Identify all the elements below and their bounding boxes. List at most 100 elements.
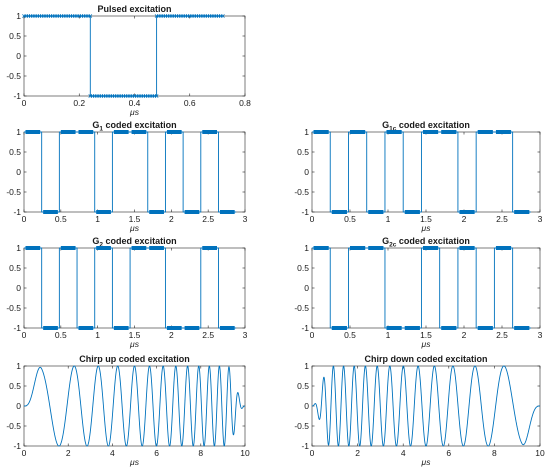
chart-title: G1 coded excitation [92, 120, 176, 133]
title-main: G [382, 120, 389, 130]
series-line [311, 365, 541, 447]
chart-title: Pulsed excitation [97, 4, 171, 14]
title-main: G [382, 236, 389, 246]
chart-title: G2 coded excitation [92, 236, 176, 249]
y-tick-label: -0.5 [6, 303, 21, 313]
x-tick-label: 1 [386, 214, 391, 224]
series-line [24, 131, 237, 213]
x-tick-label: 1.5 [129, 330, 141, 340]
axes-frame [23, 15, 246, 97]
series-line [23, 365, 246, 447]
x-tick-label: 2 [355, 448, 360, 458]
x-tick-label: 3 [243, 214, 248, 224]
y-tick-label: 0 [304, 283, 309, 293]
x-tick-label: 8 [198, 448, 203, 458]
x-tick-label: 6 [446, 448, 451, 458]
title-rest: coded excitation [396, 236, 470, 246]
title-main: G [92, 236, 99, 246]
x-tick-label: 0 [22, 214, 27, 224]
chart-title: Chirp up coded excitation [79, 354, 190, 364]
x-tick-label: 1 [95, 330, 100, 340]
x-tick-label: 3 [243, 330, 248, 340]
x-tick-label: 2.5 [202, 330, 214, 340]
x-tick-label: 0.6 [184, 98, 196, 108]
x-tick-label: 3 [538, 330, 543, 340]
x-tick-label: 0.5 [55, 330, 67, 340]
title-main: G [92, 120, 99, 130]
x-axis-label: μs [421, 457, 432, 467]
y-tick-label: -1 [13, 91, 21, 101]
title-subscript: 2c [389, 242, 397, 249]
y-tick-label: 1 [16, 127, 21, 137]
title-subscript: 1c [389, 126, 397, 133]
x-tick-label: 8 [492, 448, 497, 458]
x-tick-label: 2.5 [496, 330, 508, 340]
axes-frame [23, 247, 246, 329]
y-tick-label: 1 [16, 11, 21, 21]
x-tick-label: 2.5 [496, 214, 508, 224]
y-tick-label: 1 [304, 127, 309, 137]
x-tick-label: 2 [169, 214, 174, 224]
y-tick-label: -1 [301, 441, 309, 451]
x-tick-label: 2 [462, 330, 467, 340]
y-tick-label: 0.5 [297, 263, 309, 273]
y-tick-label: 0.5 [297, 147, 309, 157]
y-tick-label: 0.5 [9, 31, 21, 41]
series-line [24, 15, 223, 97]
x-axis-label: μs [129, 339, 140, 349]
x-tick-label: 0.2 [73, 98, 85, 108]
y-tick-label: -1 [13, 323, 21, 333]
y-tick-label: 0.5 [9, 263, 21, 273]
sample-marker [154, 94, 159, 98]
subplot-3: G1c coded excitation 0 0.5 1 1.5 2 2.5 3 -1 -0.5 0… [294, 120, 542, 233]
sample-marker [88, 14, 93, 18]
y-tick-label: -0.5 [6, 187, 21, 197]
x-axis-label: μs [421, 339, 432, 349]
x-tick-label: 1 [386, 330, 391, 340]
x-tick-label: 2.5 [202, 214, 214, 224]
x-tick-label: 0 [310, 448, 315, 458]
x-tick-label: 2 [66, 448, 71, 458]
y-tick-label: 1 [304, 243, 309, 253]
series-line [312, 247, 531, 329]
y-tick-label: 1 [16, 243, 21, 253]
x-axis-label: μs [129, 107, 140, 117]
y-tick-label: 1 [304, 361, 309, 371]
x-tick-label: 0 [310, 330, 315, 340]
x-tick-label: 0 [22, 98, 27, 108]
x-tick-label: 6 [154, 448, 159, 458]
x-tick-label: 0.4 [129, 98, 141, 108]
x-tick-label: 1.5 [129, 214, 141, 224]
y-tick-label: 1 [16, 361, 21, 371]
title-rest: coded excitation [103, 236, 177, 246]
x-tick-label: 1 [95, 214, 100, 224]
x-tick-label: 0.8 [239, 98, 251, 108]
y-tick-label: -1 [301, 207, 309, 217]
x-tick-label: 0.5 [344, 330, 356, 340]
x-tick-label: 10 [535, 448, 545, 458]
y-tick-label: 0.5 [9, 147, 21, 157]
title-subscript: 2 [99, 242, 103, 249]
y-tick-label: 0 [16, 283, 21, 293]
chart-title: G1c coded excitation [382, 120, 470, 133]
y-tick-label: -1 [301, 323, 309, 333]
y-tick-label: 0 [16, 401, 21, 411]
subplot-1: Pulsed excitation 0 0.2 0.4 0.6 0.8 -1 -0.5 0 0.5… [6, 4, 251, 117]
y-tick-label: 0.5 [297, 381, 309, 391]
sample-marker [221, 14, 225, 18]
y-tick-label: -1 [13, 207, 21, 217]
y-tick-label: -0.5 [294, 187, 309, 197]
y-tick-label: 0 [304, 167, 309, 177]
series-line [24, 247, 237, 329]
y-tick-label: 0 [304, 401, 309, 411]
axes-frame [311, 131, 541, 213]
x-tick-label: 4 [401, 448, 406, 458]
chart-title: Chirp down coded excitation [364, 354, 487, 364]
y-tick-label: 0 [16, 167, 21, 177]
x-tick-label: 4 [110, 448, 115, 458]
x-tick-label: 2 [462, 214, 467, 224]
